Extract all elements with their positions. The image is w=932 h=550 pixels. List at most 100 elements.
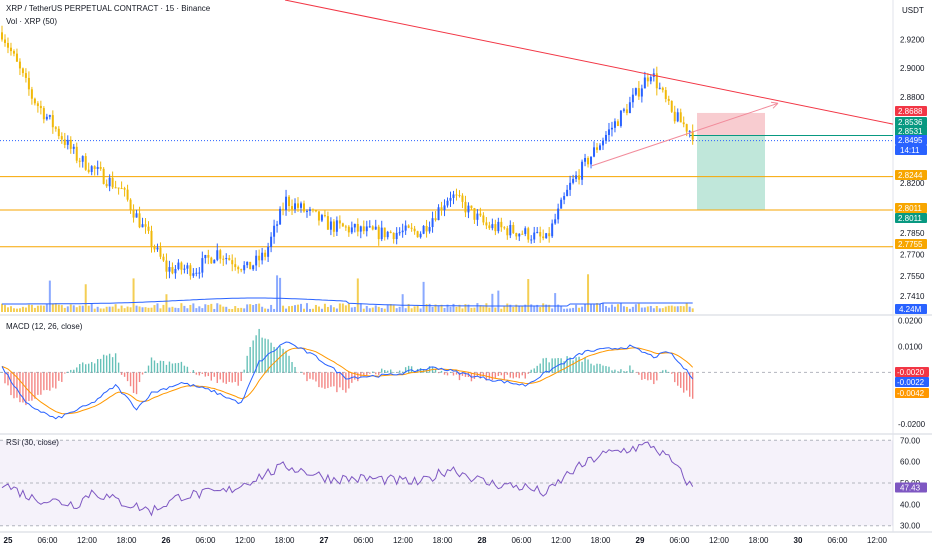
macd-histogram-bar <box>330 372 332 387</box>
candle-body <box>593 147 596 157</box>
macd-legend: MACD (12, 26, close) <box>6 322 83 331</box>
candle-body <box>452 194 455 198</box>
candle-body <box>105 183 108 187</box>
candle-body <box>210 257 213 264</box>
volume-bar <box>335 308 338 312</box>
candle-body <box>114 187 117 189</box>
candle-body <box>604 134 607 141</box>
macd-line <box>1 341 694 420</box>
volume-bar <box>458 304 461 312</box>
candle-body <box>494 224 497 232</box>
macd-histogram-bar <box>231 372 233 383</box>
macd-histogram-bar <box>327 372 329 389</box>
volume-tag-label: 4.24M <box>899 305 922 314</box>
macd-pane: MACD (12, 26, close)0.02000.01000.0000-0… <box>0 317 929 429</box>
candle-body <box>159 247 162 257</box>
macd-histogram-bar <box>255 335 257 373</box>
macd-histogram-bar <box>390 369 392 373</box>
candle-body <box>587 157 590 165</box>
volume-bar <box>356 278 359 312</box>
macd-histogram-bar <box>207 372 210 377</box>
volume-bar <box>398 306 401 312</box>
volume-bar <box>192 303 195 312</box>
macd-histogram-bar <box>129 372 132 387</box>
candle-body <box>204 255 207 259</box>
candle-body <box>563 196 566 200</box>
volume-bar <box>631 306 634 312</box>
price-tag-bg <box>895 135 927 145</box>
rsi-tick-label: 70.00 <box>900 436 921 445</box>
macd-histogram-bar <box>449 372 452 373</box>
rsi-pane: RSI (30, close)70.0060.0050.0040.0030.00… <box>0 436 927 531</box>
macd-histogram-bar <box>566 356 568 373</box>
macd-histogram-bar <box>79 364 81 373</box>
candle-body <box>314 210 317 212</box>
macd-histogram-bar <box>261 337 263 373</box>
macd-histogram-bar <box>384 370 386 373</box>
candle-body <box>664 90 667 99</box>
macd-histogram-bar <box>584 357 586 373</box>
candle-body <box>3 39 6 43</box>
currency-label[interactable]: USDT <box>902 6 924 15</box>
macd-histogram-bar <box>165 364 168 373</box>
macd-tag-bg <box>895 377 929 387</box>
time-tick-label: 28 <box>478 536 487 545</box>
macd-histogram-bar <box>82 362 84 373</box>
macd-histogram-bar <box>378 372 380 375</box>
macd-histogram-bar <box>596 363 598 373</box>
volume-bar <box>144 307 147 312</box>
candle-body <box>646 77 649 82</box>
volume-bar <box>243 308 246 312</box>
macd-histogram-bar <box>686 372 688 391</box>
candle-body <box>599 145 601 150</box>
volume-bar <box>308 308 311 312</box>
candle-body <box>6 42 9 48</box>
price-tick-label: 2.9000 <box>900 64 925 73</box>
volume-bar <box>515 304 518 312</box>
candle-body <box>560 199 563 209</box>
macd-histogram-bar <box>171 363 174 373</box>
candle-body <box>147 226 150 231</box>
macd-histogram-bar <box>452 372 455 376</box>
position-zones <box>697 112 765 211</box>
macd-histogram-bar <box>461 372 464 376</box>
candle-body <box>470 205 473 209</box>
volume-bar <box>491 293 494 312</box>
candle-body <box>102 168 105 184</box>
candle-body <box>48 115 51 117</box>
price-tag-bg <box>895 203 927 213</box>
macd-histogram-bar <box>530 369 532 373</box>
price-tag-bg <box>895 117 927 127</box>
price-tag-label: 2.8244 <box>898 171 923 180</box>
volume-bar <box>302 308 305 312</box>
macd-histogram-bar <box>96 359 99 373</box>
candle-body <box>449 197 452 201</box>
macd-histogram-bar <box>641 372 643 380</box>
candle-body <box>308 209 311 211</box>
volume-bar <box>575 304 578 312</box>
macd-histogram-bar <box>647 372 649 381</box>
volume-bar <box>566 308 569 312</box>
volume-bar <box>419 308 422 312</box>
volume-bars <box>1 274 694 312</box>
candle-body <box>404 225 407 231</box>
macd-histogram-bar <box>312 372 314 380</box>
volume-bar <box>84 284 87 312</box>
volume-bar <box>75 307 78 312</box>
volume-bar <box>171 306 174 312</box>
macd-histogram-bar <box>180 361 183 373</box>
volume-bar <box>685 303 688 312</box>
macd-histogram-bar <box>482 372 485 376</box>
volume-bar <box>186 308 189 312</box>
volume-bar <box>652 308 655 312</box>
volume-bar <box>353 306 356 312</box>
candle-body <box>521 233 524 235</box>
macd-histogram-bar <box>114 353 117 373</box>
volume-bar <box>305 303 308 312</box>
macd-histogram-bar <box>28 372 30 402</box>
macd-histogram-bar <box>31 372 33 401</box>
macd-histogram-bar <box>689 372 691 397</box>
macd-histogram-bar <box>201 372 204 374</box>
candle-body <box>99 166 102 169</box>
